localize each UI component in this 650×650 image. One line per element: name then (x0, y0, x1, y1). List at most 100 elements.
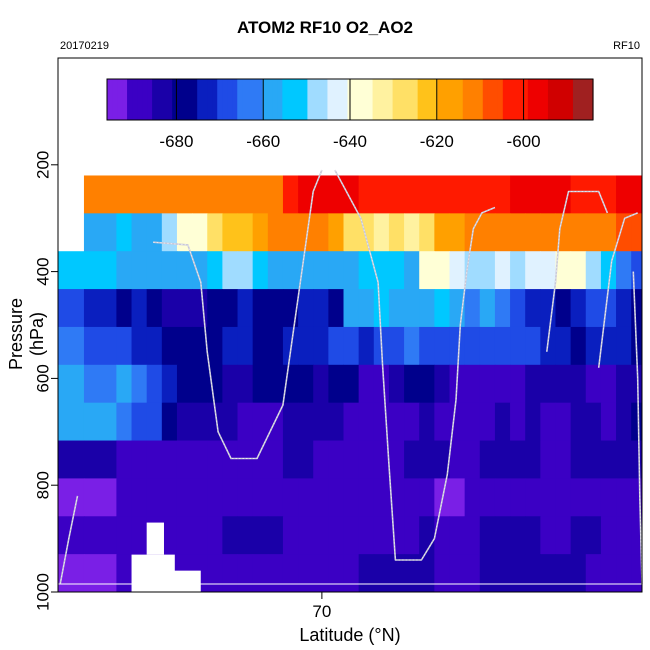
heatmap-cell (328, 516, 345, 555)
colorbar-tick-label: -620 (420, 132, 454, 151)
heatmap-cell (570, 175, 587, 214)
heatmap-cell (252, 175, 269, 214)
heatmap-cell (404, 364, 420, 404)
heatmap-cell (313, 516, 329, 555)
heatmap-cell (222, 402, 239, 442)
heatmap-cell (207, 516, 223, 555)
heatmap-cell (373, 478, 390, 517)
heatmap-cell (207, 440, 223, 479)
heatmap-cell (83, 554, 117, 593)
heatmap-cell (464, 289, 481, 328)
heatmap-cell (404, 440, 420, 479)
heatmap-cell (116, 364, 133, 404)
heatmap-cell (267, 478, 284, 517)
heatmap-cell (146, 289, 163, 328)
heatmap-cell (600, 516, 617, 555)
colorbar-swatch (362, 79, 369, 120)
heatmap-cell (176, 213, 193, 252)
heatmap-cell (570, 554, 587, 593)
heatmap-cell (298, 516, 314, 555)
heatmap-cell (328, 364, 345, 404)
heatmap-cell (131, 289, 148, 328)
heatmap-cell (176, 364, 193, 404)
flight-track-dots (632, 271, 643, 585)
heatmap-cell (555, 289, 572, 328)
x-axis-tick-label: 70 (312, 602, 331, 621)
heatmap-cell (631, 478, 643, 517)
heatmap-cell (555, 364, 572, 404)
flight-track-dots (598, 212, 638, 368)
colorbar-tick-label: -660 (246, 132, 280, 151)
heatmap-cell (161, 251, 178, 290)
heatmap-cell (631, 364, 643, 404)
heatmap-cell (510, 364, 526, 404)
colorbar-swatch (542, 79, 549, 120)
colorbar-swatch (342, 79, 349, 120)
heatmap-cell (237, 289, 254, 328)
heatmap-cell (388, 478, 405, 517)
colorbar-swatch (122, 79, 128, 120)
heatmap-cell (479, 289, 496, 328)
heatmap-cell (616, 289, 632, 328)
heatmap-cell (58, 440, 85, 479)
heatmap-cell (600, 554, 617, 593)
heatmap-cell (207, 289, 223, 328)
heatmap-cell (479, 326, 496, 366)
heatmap-cell (479, 175, 496, 214)
heatmap-cell (525, 516, 541, 555)
heatmap-cell (570, 289, 587, 328)
y-axis-tick-label: 600 (33, 364, 52, 392)
heatmap-cell (585, 516, 602, 555)
flight-track-dots (59, 495, 78, 585)
heatmap-cell (116, 213, 133, 252)
heatmap-cell (600, 364, 617, 404)
heatmap-cell (419, 213, 435, 252)
heatmap-cell (525, 440, 541, 479)
colorbar-swatch (552, 79, 559, 120)
heatmap-cell (222, 251, 239, 290)
colorbar-swatch (202, 79, 208, 120)
heatmap-cell (343, 213, 360, 252)
heatmap-cell (192, 326, 208, 366)
heatmap-cell (116, 478, 133, 517)
heatmap-cell (388, 175, 405, 214)
heatmap-cell (540, 478, 556, 517)
heatmap-cell (298, 554, 314, 593)
colorbar-swatch (187, 79, 193, 120)
missing-data-patch (146, 522, 164, 555)
heatmap-cell (328, 326, 345, 366)
heatmap-cell (631, 440, 643, 479)
colorbar-swatch (352, 79, 359, 120)
colorbar-swatch (502, 79, 509, 120)
heatmap-cell (494, 213, 511, 252)
heatmap-cell (404, 289, 420, 328)
heatmap-cell (616, 326, 632, 366)
heatmap-cell (298, 289, 314, 328)
heatmap-cell (222, 289, 239, 328)
heatmap-cell (373, 440, 390, 479)
heatmap-cell (479, 516, 496, 555)
colorbar-swatch (587, 79, 594, 120)
heatmap-cell (343, 364, 360, 404)
heatmap-cell (328, 478, 345, 517)
colorbar-swatch (472, 79, 479, 120)
heatmap-cell (494, 516, 511, 555)
heatmap-cell (555, 402, 572, 442)
heatmap-cell (116, 516, 133, 555)
heatmap-cell (237, 175, 254, 214)
heatmap-cell (298, 175, 314, 214)
heatmap-cells (58, 175, 643, 593)
heatmap-cell (146, 364, 163, 404)
colorbar-swatch (337, 79, 344, 120)
heatmap-cell (298, 402, 314, 442)
heatmap-cell (540, 251, 556, 290)
missing-data-patch (163, 570, 201, 592)
heatmap-cell (494, 554, 511, 593)
colorbar-swatch (212, 79, 218, 120)
heatmap-cell (525, 251, 541, 290)
heatmap-cell (525, 402, 541, 442)
heatmap-cell (207, 326, 223, 366)
heatmap-cell (267, 251, 284, 290)
heatmap-cell (540, 554, 556, 593)
